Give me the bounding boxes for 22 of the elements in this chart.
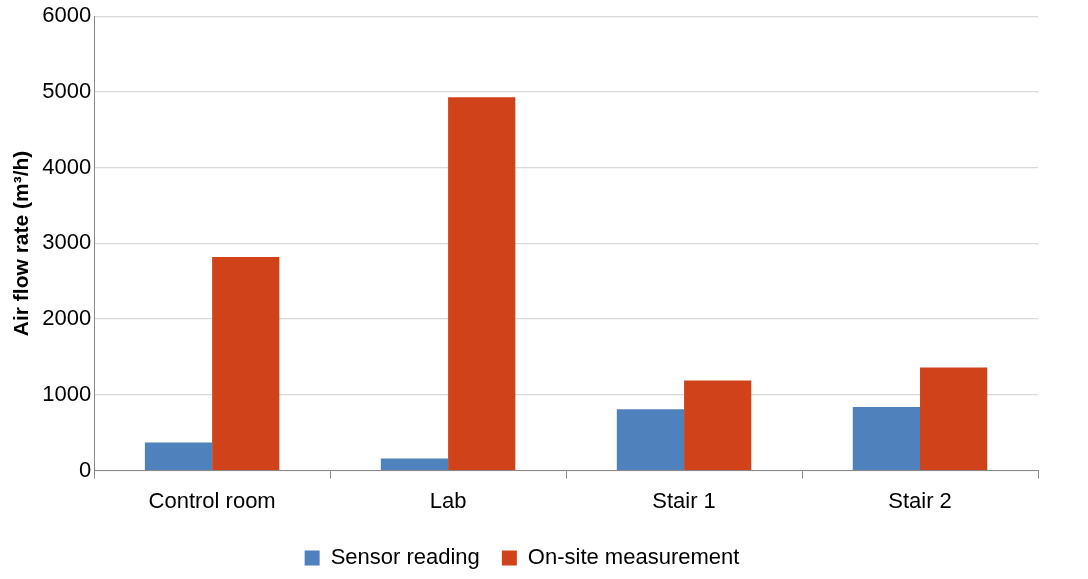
y-tick-label: 1000 [42,380,92,406]
legend-label: Sensor reading [330,544,480,570]
legend-label: On-site measurement [527,544,740,570]
bar [380,458,449,470]
y-tick-label: 4000 [42,153,92,179]
x-tick-label: Lab [429,487,467,513]
y-tick-label: 2000 [42,305,92,331]
x-tick-label: Control room [148,487,276,513]
bar [144,442,213,470]
y-tick-label: 5000 [42,78,92,103]
y-tick-label: 0 [78,456,92,482]
bar [684,380,752,470]
bar [616,409,685,470]
x-tick-label: Stair 2 [888,487,952,513]
bar [852,406,921,470]
y-tick-label: 6000 [42,2,92,28]
x-tick-label: Stair 1 [652,487,716,513]
bar [920,367,988,470]
y-tick-label: 3000 [42,229,92,255]
y-axis-title: Air flow rate (m³/h) [9,150,33,337]
bar [212,257,280,470]
bar [448,97,516,470]
